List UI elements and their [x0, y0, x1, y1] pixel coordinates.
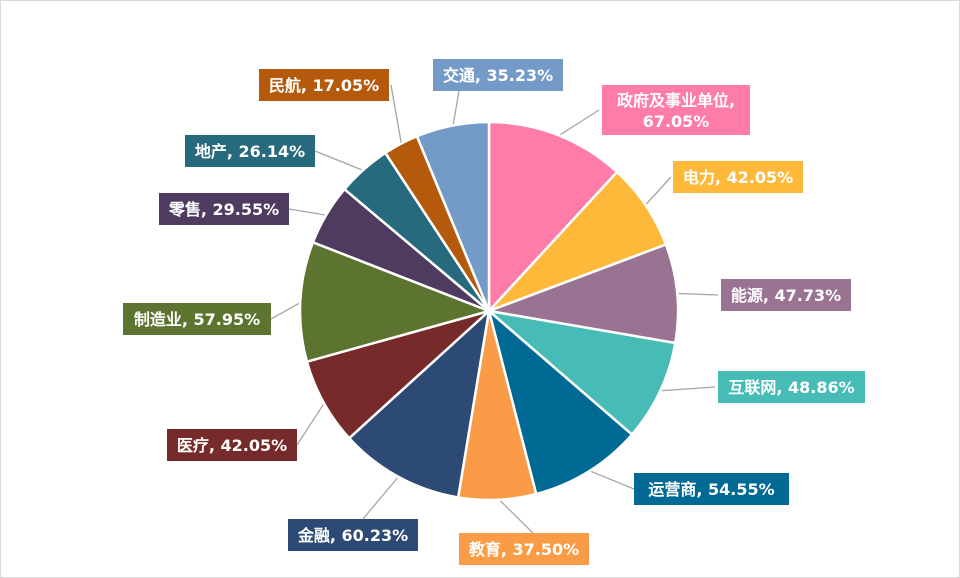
data-label: 互联网, 48.86%	[718, 371, 865, 403]
data-label: 民航, 17.05%	[259, 69, 389, 101]
leader-line	[270, 301, 303, 320]
data-label-box	[288, 519, 418, 551]
leader-line	[587, 469, 635, 490]
data-label-box	[673, 161, 803, 193]
data-label-box	[259, 69, 389, 101]
data-label: 地产, 26.14%	[185, 135, 315, 167]
leader-line	[314, 150, 366, 172]
pie-slices	[298, 120, 680, 502]
data-label: 交通, 35.23%	[433, 59, 563, 91]
data-label-text: 互联网, 48.86%	[728, 378, 854, 397]
data-label-text: 制造业, 57.95%	[134, 310, 260, 329]
slice-4	[487, 309, 677, 436]
data-label-text: 教育, 37.50%	[469, 540, 579, 559]
data-label-box	[159, 193, 289, 225]
data-label-text: 民航, 17.05%	[269, 76, 379, 95]
leader-line	[390, 84, 403, 146]
slice-1	[487, 120, 619, 313]
data-label-text: 医疗, 42.05%	[177, 436, 287, 455]
data-label-text: 金融, 60.23%	[297, 526, 408, 545]
data-label-box	[123, 303, 271, 335]
leader-line	[643, 176, 672, 207]
data-label: 医疗, 42.05%	[167, 429, 297, 461]
data-label-box	[602, 85, 750, 135]
data-label-box	[634, 473, 789, 505]
data-label: 教育, 37.50%	[459, 533, 589, 565]
data-label-text: 地产, 26.14%	[195, 142, 305, 161]
data-label-box	[459, 533, 589, 565]
data-label-text: 电力, 42.05%	[683, 168, 793, 187]
leader-line	[556, 109, 600, 138]
data-label: 金融, 60.23%	[288, 519, 418, 551]
leader-lines	[270, 84, 719, 534]
data-label: 零售, 29.55%	[159, 193, 289, 225]
data-label: 政府及事业单位, 67.05%	[602, 85, 750, 135]
data-label-text: 交通, 35.23%	[443, 66, 553, 85]
slice-13	[415, 120, 491, 313]
data-label-box	[718, 371, 865, 403]
data-label-text: 运营商, 54.55%	[648, 480, 774, 499]
data-label-box	[167, 429, 297, 461]
leader-line	[288, 208, 329, 217]
data-label-box	[433, 59, 563, 91]
data-label-box	[185, 135, 315, 167]
data-label: 电力, 42.05%	[673, 161, 803, 193]
data-label: 运营商, 54.55%	[634, 473, 789, 505]
leader-line	[675, 292, 719, 296]
data-label-text: 能源, 47.73%	[731, 286, 841, 305]
data-label: 制造业, 57.95%	[123, 303, 271, 335]
data-label-text: 政府及事业单位, 67.05%	[617, 91, 735, 131]
data-label: 能源, 47.73%	[721, 279, 851, 311]
leader-line	[362, 474, 401, 520]
data-labels: 政府及事业单位, 67.05% 电力, 42.05% 能源, 47.73% 互联网, 4…	[123, 59, 865, 565]
slice-7	[347, 309, 491, 499]
leader-line	[496, 497, 534, 534]
slice-9	[298, 241, 491, 363]
leader-line	[296, 401, 326, 446]
leader-line	[658, 386, 716, 392]
leader-line	[452, 90, 460, 128]
data-label-box	[721, 279, 851, 311]
data-label-text: 零售, 29.55%	[168, 200, 279, 219]
